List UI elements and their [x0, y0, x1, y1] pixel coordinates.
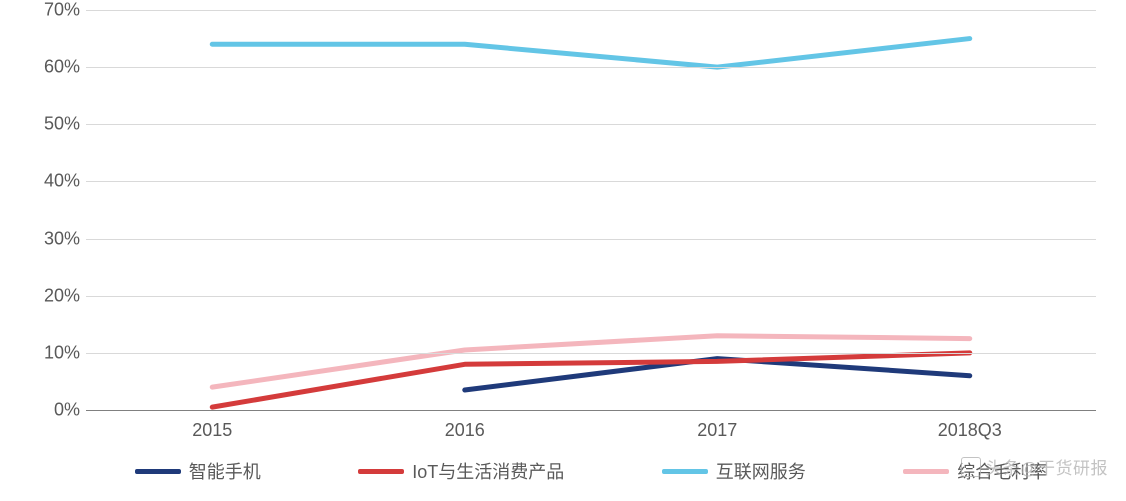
x-tick-label: 2018Q3 [938, 420, 1002, 441]
y-tick-label: 60% [10, 57, 80, 78]
gridline [86, 67, 1096, 68]
chart-container: 0% 10% 20% 30% 40% 50% 60% 70% 2015 2016 2017 2018… [0, 0, 1126, 501]
legend-item-smartphone: 智能手机 [135, 458, 261, 484]
legend-swatch [903, 469, 949, 474]
y-tick-label: 40% [10, 171, 80, 192]
x-tick-label: 2017 [697, 420, 737, 441]
y-tick-label: 0% [10, 400, 80, 421]
y-tick-label: 70% [10, 0, 80, 21]
y-tick-label: 20% [10, 285, 80, 306]
x-tick-label: 2016 [445, 420, 485, 441]
legend-label: 互联网服务 [716, 458, 806, 484]
y-tick-label: 10% [10, 342, 80, 363]
watermark: 头条@干货研报 [961, 454, 1108, 479]
legend-swatch [358, 469, 404, 474]
legend-item-internet: 互联网服务 [662, 458, 806, 484]
gridline [86, 181, 1096, 182]
legend: 智能手机IoT与生活消费产品互联网服务综合毛利率 [86, 458, 1096, 484]
y-tick-label: 30% [10, 228, 80, 249]
gridline [86, 10, 1096, 11]
watermark-icon [961, 457, 981, 477]
legend-item-iot: IoT与生活消费产品 [358, 458, 564, 484]
x-tick-label: 2015 [192, 420, 232, 441]
legend-label: 智能手机 [189, 458, 261, 484]
legend-swatch [662, 469, 708, 474]
legend-label: IoT与生活消费产品 [412, 458, 564, 484]
series-iot [212, 353, 970, 407]
gridline [86, 124, 1096, 125]
gridline [86, 296, 1096, 297]
series-lines [86, 10, 1096, 410]
series-internet [212, 39, 970, 68]
gridline [86, 239, 1096, 240]
y-tick-label: 50% [10, 114, 80, 135]
plot-area [86, 10, 1096, 411]
watermark-text: 头条@干货研报 [985, 454, 1108, 479]
legend-swatch [135, 469, 181, 474]
gridline [86, 353, 1096, 354]
